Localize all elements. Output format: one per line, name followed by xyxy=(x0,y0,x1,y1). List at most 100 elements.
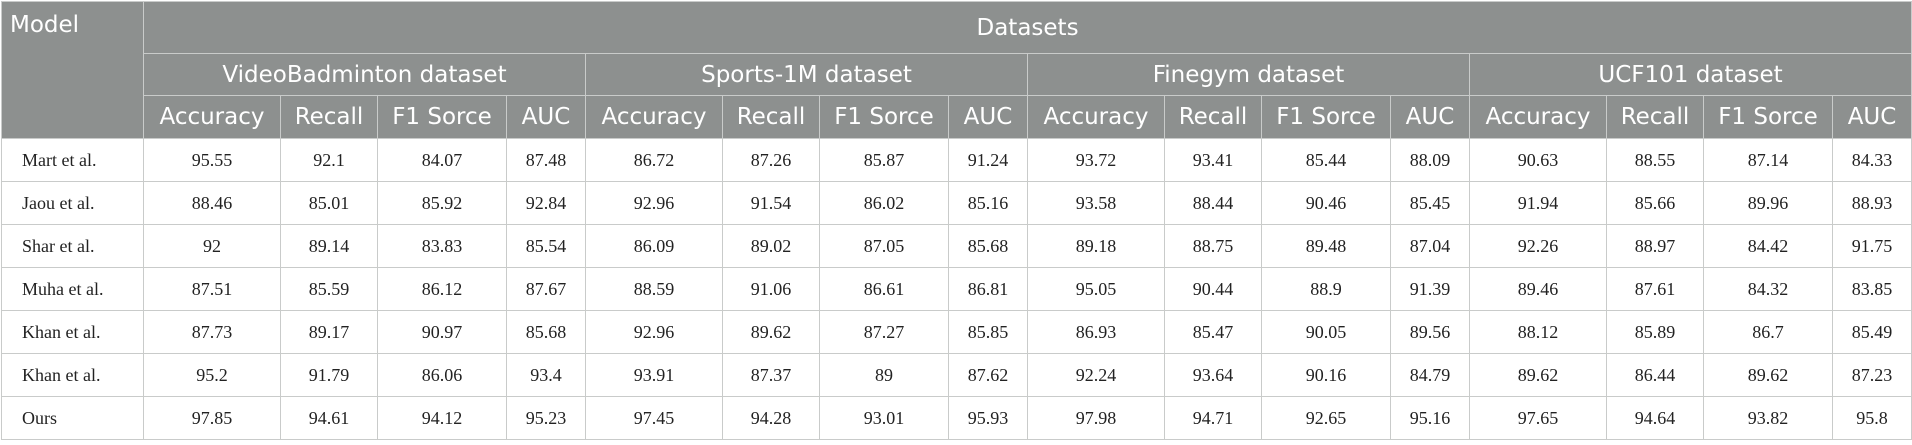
value-cell: 86.02 xyxy=(819,181,949,225)
value-cell: 85.85 xyxy=(948,310,1028,354)
value-cell: 91.79 xyxy=(280,353,378,397)
value-cell: 89.62 xyxy=(1469,353,1607,397)
value-cell: 86.61 xyxy=(819,267,949,311)
value-cell: 94.28 xyxy=(722,396,820,440)
data-row: Khan et al. 95.2 91.79 86.06 93.4 93.91 87.37 8… xyxy=(1,353,1912,397)
value-cell: 90.63 xyxy=(1469,138,1607,182)
data-row: Mart et al. 95.55 92.1 84.07 87.48 86.72 87.26… xyxy=(1,138,1912,182)
model-cell: Muha et al. xyxy=(1,267,144,311)
value-cell: 87.73 xyxy=(143,310,281,354)
value-cell: 85.45 xyxy=(1390,181,1470,225)
header-row: Accuracy Recall F1 Sorce AUC Accuracy Recall F… xyxy=(2,95,1912,139)
value-cell: 86.72 xyxy=(585,138,723,182)
value-cell: 85.47 xyxy=(1164,310,1262,354)
value-cell: 97.65 xyxy=(1469,396,1607,440)
value-cell: 87.62 xyxy=(948,353,1028,397)
value-cell: 87.27 xyxy=(819,310,949,354)
value-cell: 93.4 xyxy=(506,353,586,397)
value-cell: 90.97 xyxy=(377,310,507,354)
datasets-header: Datasets xyxy=(142,1,1912,54)
group-header: VideoBadminton dataset xyxy=(143,53,586,96)
value-cell: 89.46 xyxy=(1469,267,1607,311)
value-cell: 85.16 xyxy=(948,181,1028,225)
value-cell: 91.39 xyxy=(1390,267,1470,311)
metric-header: Accuracy xyxy=(1469,95,1607,139)
value-cell: 89.18 xyxy=(1027,224,1165,268)
value-cell: 86.12 xyxy=(377,267,507,311)
model-cell: Khan et al. xyxy=(1,310,144,354)
metric-header: Recall xyxy=(280,95,378,139)
value-cell: 89 xyxy=(819,353,949,397)
value-cell: 83.85 xyxy=(1831,267,1912,311)
value-cell: 92.65 xyxy=(1261,396,1391,440)
data-row: Shar et al. 92 89.14 83.83 85.54 86.09 89.02 87… xyxy=(1,224,1912,268)
value-cell: 85.68 xyxy=(506,310,586,354)
value-cell: 95.8 xyxy=(1831,396,1912,440)
value-cell: 88.09 xyxy=(1390,138,1470,182)
value-cell: 86.7 xyxy=(1703,310,1833,354)
value-cell: 88.55 xyxy=(1606,138,1704,182)
value-cell: 92.84 xyxy=(506,181,586,225)
value-cell: 91.94 xyxy=(1469,181,1607,225)
value-cell: 85.44 xyxy=(1261,138,1391,182)
value-cell: 93.82 xyxy=(1703,396,1833,440)
value-cell: 91.75 xyxy=(1831,224,1912,268)
value-cell: 87.14 xyxy=(1703,138,1833,182)
value-cell: 95.23 xyxy=(506,396,586,440)
value-cell: 90.44 xyxy=(1164,267,1262,311)
value-cell: 92.24 xyxy=(1027,353,1165,397)
value-cell: 90.46 xyxy=(1261,181,1391,225)
value-cell: 95.05 xyxy=(1027,267,1165,311)
value-cell: 97.85 xyxy=(143,396,281,440)
metric-header: AUC xyxy=(948,95,1028,139)
value-cell: 92.96 xyxy=(585,310,723,354)
value-cell: 92.26 xyxy=(1469,224,1607,268)
value-cell: 92 xyxy=(143,224,281,268)
value-cell: 93.72 xyxy=(1027,138,1165,182)
value-cell: 89.02 xyxy=(722,224,820,268)
value-cell: 86.44 xyxy=(1606,353,1704,397)
value-cell: 87.37 xyxy=(722,353,820,397)
value-cell: 95.93 xyxy=(948,396,1028,440)
value-cell: 85.92 xyxy=(377,181,507,225)
value-cell: 86.06 xyxy=(377,353,507,397)
value-cell: 87.51 xyxy=(143,267,281,311)
value-cell: 92.96 xyxy=(585,181,723,225)
value-cell: 85.54 xyxy=(506,224,586,268)
model-cell: Jaou et al. xyxy=(1,181,144,225)
data-row: Ours 97.85 94.61 94.12 95.23 97.45 94.28 93.01 9… xyxy=(1,396,1912,440)
header-row: VideoBadminton dataset Sports-1M dataset F… xyxy=(2,53,1912,96)
value-cell: 93.41 xyxy=(1164,138,1262,182)
value-cell: 93.58 xyxy=(1027,181,1165,225)
value-cell: 84.42 xyxy=(1703,224,1833,268)
value-cell: 83.83 xyxy=(377,224,507,268)
value-cell: 95.55 xyxy=(143,138,281,182)
metric-header: Accuracy xyxy=(585,95,723,139)
metric-header: Accuracy xyxy=(143,95,281,139)
value-cell: 88.12 xyxy=(1469,310,1607,354)
value-cell: 87.04 xyxy=(1390,224,1470,268)
value-cell: 93.91 xyxy=(585,353,723,397)
data-row: Khan et al. 87.73 89.17 90.97 85.68 92.96 89.6… xyxy=(1,310,1912,354)
value-cell: 95.2 xyxy=(143,353,281,397)
value-cell: 89.62 xyxy=(722,310,820,354)
value-cell: 89.48 xyxy=(1261,224,1391,268)
value-cell: 85.66 xyxy=(1606,181,1704,225)
value-cell: 85.87 xyxy=(819,138,949,182)
value-cell: 90.16 xyxy=(1261,353,1391,397)
metric-header: F1 Sorce xyxy=(377,95,507,139)
value-cell: 84.07 xyxy=(377,138,507,182)
value-cell: 94.71 xyxy=(1164,396,1262,440)
value-cell: 87.67 xyxy=(506,267,586,311)
metric-header: AUC xyxy=(1831,95,1912,139)
group-header: UCF101 dataset xyxy=(1468,53,1912,96)
value-cell: 85.59 xyxy=(280,267,378,311)
value-cell: 87.05 xyxy=(819,224,949,268)
value-cell: 85.49 xyxy=(1831,310,1912,354)
value-cell: 89.96 xyxy=(1703,181,1833,225)
value-cell: 97.98 xyxy=(1027,396,1165,440)
value-cell: 85.01 xyxy=(280,181,378,225)
metric-header: Recall xyxy=(722,95,820,139)
value-cell: 89.56 xyxy=(1390,310,1470,354)
